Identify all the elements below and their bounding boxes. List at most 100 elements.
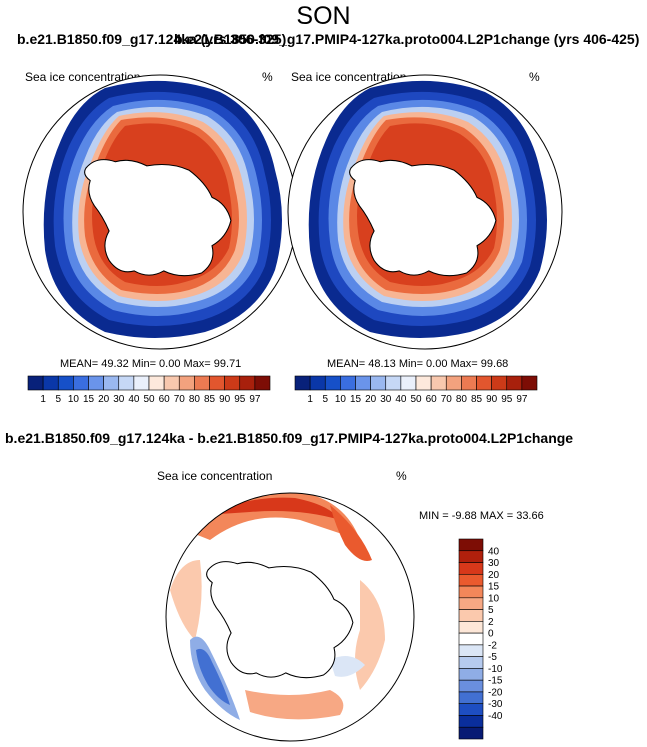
diff-colorbar-swatch — [458, 703, 484, 716]
panel-2-colorbar-swatch — [340, 375, 356, 391]
panel-2-colorbar-swatch — [324, 375, 341, 391]
diff-colorbar-swatch — [458, 632, 484, 646]
panel-1-colorbar-swatch — [73, 375, 89, 391]
panel-1-colorbar-swatch — [118, 375, 135, 391]
diff-colorbar-swatch — [458, 573, 484, 587]
panel-2-colorbar-tick-label: 50 — [410, 394, 422, 405]
diff-colorbar-tick-label: -5 — [488, 652, 497, 663]
season-title: SON — [296, 2, 351, 30]
panel-2-colorbar-swatch — [370, 375, 387, 391]
panel-2-colorbar-swatch — [400, 375, 417, 391]
diff-colorbar-swatch — [458, 644, 484, 657]
diff-colorbar-swatch — [458, 726, 484, 740]
panel-2-colorbar-tick-label: 80 — [456, 394, 468, 405]
panel-1-colorbar-tick-label: 5 — [55, 394, 61, 405]
panel-1-colorbar-swatch — [178, 375, 195, 391]
panel-2-colorbar-tick-label: 5 — [322, 394, 328, 405]
panel-2-colorbar-swatch — [385, 375, 402, 391]
panel-1-colorbar-tick-label: 50 — [143, 394, 155, 405]
diff-colorbar-swatch — [458, 621, 484, 634]
panel-1-colorbar-tick-label: 10 — [68, 394, 80, 405]
panel-2-colorbar-tick-label: 70 — [441, 394, 453, 405]
diff-colorbar-swatch — [458, 609, 484, 622]
panel-1-colorbar-swatch — [148, 375, 165, 391]
panel-2-title: b.e21.B1850.f09_g17.PMIP4-127ka.proto004… — [174, 31, 640, 47]
panel-1-title: b.e21.B1850.f09_g17.124ka (yrs 306-325) — [17, 31, 287, 47]
panel-2-colorbar-tick-label: 97 — [516, 394, 528, 405]
diff-colorbar-tick-label: 0 — [488, 629, 494, 640]
panel-1-colorbar-swatch — [88, 375, 104, 391]
panel-2-colorbar-tick-label: 60 — [426, 394, 438, 405]
panel-2-colorbar-swatch — [355, 375, 371, 391]
diff-colorbar-tick-label: 40 — [488, 546, 500, 557]
panel-2-colorbar-tick-label: 95 — [501, 394, 513, 405]
panel-1-colorbar-tick-label: 15 — [83, 394, 95, 405]
diff-colorbar-tick-label: -20 — [488, 687, 503, 698]
panel-1-colorbar-swatch — [42, 375, 59, 391]
panel-1-units: % — [262, 70, 273, 84]
panel-1-colorbar-tick-label: 80 — [189, 394, 201, 405]
panel-1-colorbar-swatch — [209, 375, 225, 391]
diff-variable: Sea ice concentration — [157, 469, 273, 483]
panel-2-colorbar-swatch — [445, 375, 462, 391]
panel-2-colorbar: 1 5 10 15 20 30 40 50 60 70 80 85 90 95 97 — [294, 375, 538, 405]
panel-1-stats: MEAN= 49.32 Min= 0.00 Max= 99.71 — [60, 358, 242, 370]
diff-colorbar-tick-label: -15 — [488, 676, 503, 687]
panel-1-colorbar-tick-label: 20 — [98, 394, 110, 405]
panel-2-colorbar-swatch — [521, 375, 538, 391]
panel-1-colorbar-swatch — [254, 375, 271, 391]
diff-colorbar-tick-label: -10 — [488, 664, 503, 675]
diff-colorbar-swatch — [458, 668, 484, 681]
panel-1-colorbar-tick-label: 30 — [113, 394, 125, 405]
panel-1-colorbar-swatch — [163, 375, 180, 391]
panel-2-colorbar-tick-label: 85 — [471, 394, 483, 405]
panel-1-colorbar-swatch — [224, 375, 241, 391]
panel-2-map — [287, 74, 563, 350]
diff-colorbar-tick-label: 20 — [488, 570, 500, 581]
diff-colorbar-tick-label: -40 — [488, 711, 503, 722]
panel-1-colorbar-swatch — [194, 375, 210, 391]
diff-colorbar-swatch — [458, 550, 484, 563]
diff-colorbar-tick-label: 5 — [488, 605, 494, 616]
panel-1-colorbar-tick-label: 40 — [128, 394, 140, 405]
diff-colorbar-swatch — [458, 691, 484, 705]
panel-2-colorbar-tick-label: 20 — [365, 394, 377, 405]
panel-1-colorbar-tick-label: 95 — [234, 394, 246, 405]
panel-1-map — [22, 74, 298, 350]
panel-2-colorbar-swatch — [430, 375, 447, 391]
panel-2-colorbar-tick-label: 1 — [307, 394, 313, 405]
panel-2-colorbar-swatch — [476, 375, 492, 391]
panel-2-colorbar-tick-label: 90 — [486, 394, 498, 405]
panel-2-colorbar-tick-label: 40 — [395, 394, 407, 405]
panel-2-colorbar-tick-label: 30 — [380, 394, 392, 405]
panel-1-colorbar-tick-label: 60 — [159, 394, 171, 405]
panel-1-colorbar-swatch — [239, 375, 256, 391]
panel-2-colorbar-swatch — [461, 375, 477, 391]
diff-colorbar-swatch — [458, 562, 484, 575]
panel-1-colorbar: 1 5 10 15 20 30 40 50 60 70 80 85 90 95 97 — [27, 375, 271, 405]
diff-colorbar-tick-label: 15 — [488, 582, 500, 593]
panel-1-colorbar-tick-label: 85 — [204, 394, 216, 405]
diff-colorbar-swatch — [458, 538, 484, 552]
panel-2-colorbar-tick-label: 10 — [335, 394, 347, 405]
panel-2-colorbar-swatch — [506, 375, 523, 391]
panel-1-colorbar-swatch — [103, 375, 120, 391]
panel-2-colorbar-swatch — [415, 375, 432, 391]
diff-stats: MIN = -9.88 MAX = 33.66 — [419, 510, 544, 522]
panel-1-variable: Sea ice concentration — [25, 70, 141, 84]
diff-colorbar-tick-label: 30 — [488, 558, 500, 569]
panel-1-colorbar-swatch — [57, 375, 74, 391]
panel-1-colorbar-tick-label: 70 — [174, 394, 186, 405]
panel-2-colorbar-tick-label: 15 — [350, 394, 362, 405]
panel-2-colorbar-swatch — [491, 375, 508, 391]
diff-colorbar-swatch — [458, 715, 484, 728]
diff-colorbar-swatch — [458, 597, 484, 610]
panel-1-colorbar-swatch — [133, 375, 150, 391]
panel-2-stats: MEAN= 48.13 Min= 0.00 Max= 99.68 — [327, 358, 509, 370]
diff-colorbar-tick-label: -30 — [488, 699, 503, 710]
diff-colorbar-swatch — [458, 656, 484, 669]
panel-1-colorbar-swatch — [27, 375, 44, 391]
diff-title: b.e21.B1850.f09_g17.124ka - b.e21.B1850.… — [5, 430, 574, 446]
